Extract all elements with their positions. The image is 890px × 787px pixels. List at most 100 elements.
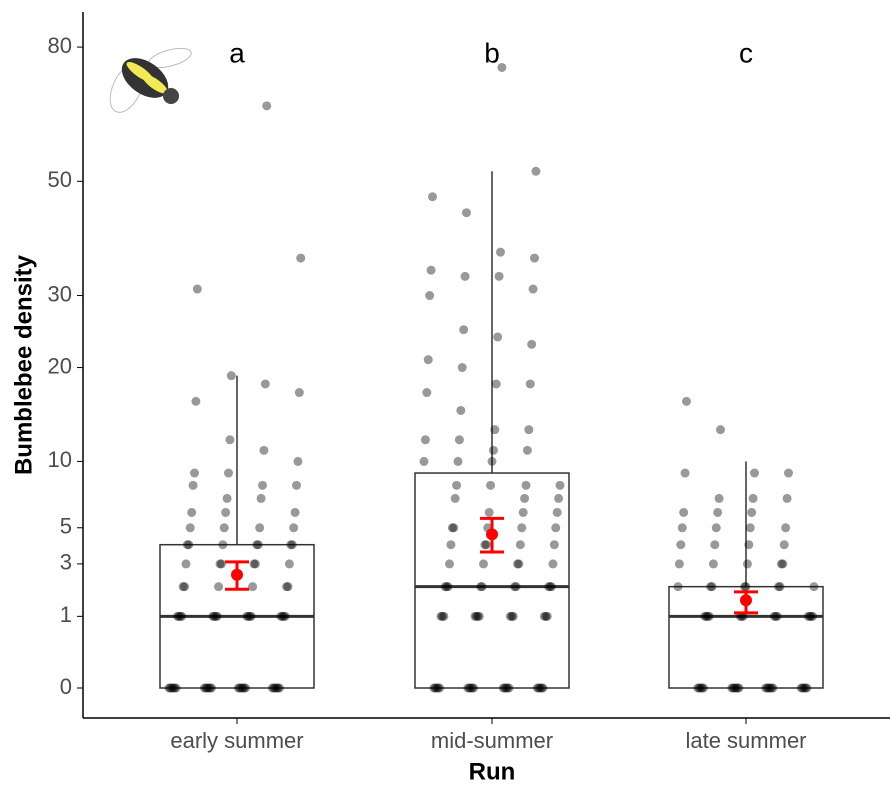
y-tick-label: 30 (48, 281, 72, 306)
point (505, 611, 515, 621)
point (248, 582, 258, 592)
point (420, 435, 430, 445)
point (445, 559, 454, 569)
point (460, 271, 470, 281)
point (282, 582, 292, 592)
point (809, 582, 819, 592)
y-tick-label: 0 (60, 674, 72, 699)
point (185, 523, 195, 533)
point (772, 611, 782, 621)
point (286, 540, 296, 550)
point (446, 540, 456, 550)
point (216, 559, 226, 569)
point (704, 611, 714, 621)
point (768, 683, 778, 693)
point (211, 611, 221, 621)
point (474, 611, 484, 621)
point (277, 611, 287, 621)
point (710, 540, 720, 550)
mean (231, 568, 243, 581)
point (437, 611, 447, 621)
point (177, 611, 187, 621)
point (236, 683, 246, 693)
point (275, 683, 284, 693)
point (453, 456, 463, 466)
point (531, 166, 541, 176)
point (796, 683, 806, 693)
point (259, 445, 269, 455)
point (454, 435, 464, 445)
point (554, 493, 564, 503)
point (199, 683, 209, 693)
point (764, 683, 774, 693)
point (711, 523, 721, 533)
y-tick-label: 20 (48, 353, 72, 378)
point (801, 683, 810, 693)
point (477, 582, 487, 592)
point (486, 480, 496, 490)
point (538, 683, 548, 693)
point (175, 611, 185, 621)
point (280, 611, 290, 621)
point (487, 456, 497, 466)
point (243, 611, 253, 621)
point (239, 683, 249, 693)
point (498, 683, 508, 693)
point (430, 683, 440, 693)
point (765, 683, 775, 693)
point (283, 582, 293, 592)
point (745, 523, 755, 533)
point (802, 683, 812, 693)
point (700, 611, 710, 621)
point (676, 540, 686, 550)
point (253, 540, 263, 550)
point (168, 683, 178, 693)
point (250, 559, 260, 569)
point (714, 493, 724, 503)
point (218, 540, 228, 550)
point (779, 540, 789, 550)
point (182, 540, 192, 550)
point (219, 523, 229, 533)
point (496, 247, 505, 257)
point (527, 339, 537, 349)
point (767, 683, 776, 693)
point (426, 265, 436, 275)
point (798, 683, 808, 693)
point (481, 540, 491, 550)
point (488, 445, 498, 455)
point (252, 540, 262, 550)
point (744, 540, 754, 550)
point (507, 611, 517, 621)
box (668, 585, 824, 689)
point (731, 683, 741, 693)
y-tick-label: 10 (48, 447, 72, 472)
point (429, 683, 439, 693)
point (799, 683, 809, 693)
point (201, 683, 211, 693)
y-tick-label: 50 (48, 167, 72, 192)
point (479, 559, 488, 569)
point (260, 379, 270, 389)
point (552, 507, 562, 517)
point (184, 540, 194, 550)
point (515, 540, 525, 550)
point (484, 507, 494, 517)
point (214, 582, 224, 592)
point (470, 611, 480, 621)
point (674, 559, 684, 569)
point (491, 379, 501, 389)
point (439, 611, 449, 621)
group-letter: b (484, 37, 500, 68)
point (769, 611, 779, 621)
point (423, 355, 433, 365)
group-letter: c (739, 37, 753, 68)
point (677, 523, 687, 533)
point (205, 683, 215, 693)
point (469, 683, 479, 693)
point (693, 683, 703, 693)
point (501, 683, 511, 693)
point (428, 192, 437, 202)
point (294, 388, 304, 398)
